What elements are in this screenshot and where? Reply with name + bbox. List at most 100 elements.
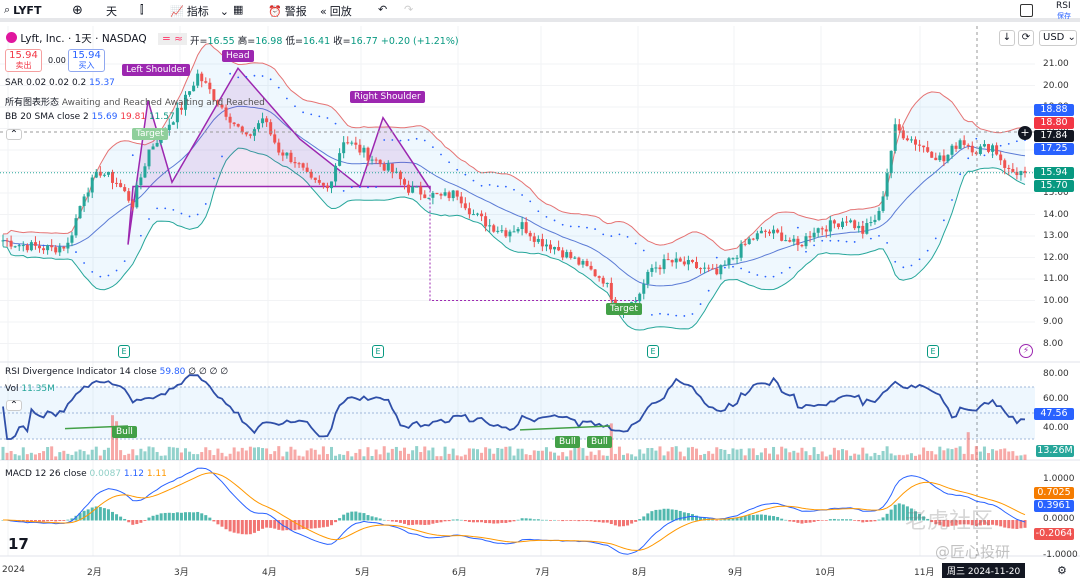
sar-dot — [796, 226, 799, 229]
candle — [484, 216, 488, 227]
fullscreen-button[interactable] — [1020, 4, 1033, 17]
volume-bar — [240, 447, 244, 460]
macd-histogram-bar — [520, 518, 524, 521]
layouts-icon[interactable]: ▦ — [233, 3, 244, 16]
sar-dot — [204, 203, 207, 205]
replay-button[interactable]: «回放 — [320, 4, 352, 19]
volume-bar — [362, 456, 366, 460]
sar-legend[interactable]: SAR 0.02 0.02 0.2 15.37 — [5, 78, 115, 88]
add-symbol-button[interactable]: ⊕ — [72, 3, 83, 18]
macd-histogram-bar — [581, 520, 585, 521]
sar-dot — [123, 260, 126, 263]
volume-bar — [188, 451, 192, 460]
candle — [828, 220, 832, 232]
macd-histogram-bar — [443, 520, 447, 522]
rsi-legend[interactable]: RSI Divergence Indicator 14 close 59.80 … — [5, 367, 229, 377]
macd-histogram-bar — [812, 520, 816, 522]
candle — [378, 159, 382, 165]
earnings-marker[interactable]: E — [118, 345, 130, 358]
candle — [1007, 167, 1011, 170]
candle — [763, 230, 767, 232]
alert-button[interactable]: ⏰ 警报 — [268, 4, 307, 19]
volume-bar — [715, 447, 719, 460]
macd-legend[interactable]: MACD 12 26 close 0.0087 1.12 1.11 — [5, 469, 167, 479]
candle-type-icon[interactable]: ⫿ — [140, 3, 144, 16]
save-button[interactable]: 保存 — [1057, 12, 1071, 20]
macd-histogram-bar — [780, 518, 784, 521]
macd-histogram-bar — [970, 520, 974, 526]
refresh-button[interactable]: ⟳ — [1018, 30, 1034, 46]
macd-histogram-bar — [991, 520, 995, 525]
bb-legend[interactable]: BB 20 SMA close 2 15.69 19.81 11.57 — [5, 112, 175, 122]
macd-histogram-bar — [768, 515, 771, 521]
candle — [634, 301, 638, 303]
sar-dot — [180, 212, 183, 215]
candle — [638, 293, 642, 302]
candle — [42, 248, 46, 251]
add-alert-icon[interactable]: + — [1018, 126, 1032, 140]
redo-button[interactable]: ↷ — [404, 3, 414, 16]
macd-histogram-bar — [58, 520, 62, 522]
volume-bar — [1023, 454, 1027, 460]
sar-dot — [902, 266, 905, 269]
scroll-down-button[interactable]: ↓ — [999, 30, 1015, 46]
candle — [739, 243, 743, 258]
collapse-legend-icon[interactable]: = ≈ — [158, 33, 187, 45]
macd-histogram-bar — [853, 520, 857, 521]
macd-histogram-bar — [849, 519, 853, 521]
volume-bar — [407, 453, 411, 460]
earnings-marker[interactable]: E — [372, 345, 384, 358]
volume-bar — [447, 453, 451, 460]
candle — [824, 229, 828, 232]
candle — [686, 260, 690, 265]
candle — [642, 283, 646, 294]
sar-dot — [788, 266, 791, 269]
sar-dot — [399, 139, 402, 142]
candle — [500, 230, 504, 232]
macd-histogram-bar — [257, 520, 260, 531]
sar-dot — [740, 267, 743, 270]
candle — [934, 157, 938, 161]
vol-legend[interactable]: Vol 11.35M — [5, 384, 55, 394]
macd-histogram-bar — [962, 520, 966, 525]
candle — [662, 259, 666, 270]
patterns-legend[interactable]: 所有图表形态 Awaiting and Reached Awaiting and… — [5, 98, 265, 108]
buy-button[interactable]: 15.94 买入 — [68, 49, 105, 72]
sell-button[interactable]: 15.94 卖出 — [5, 49, 42, 72]
macd-histogram-bar — [617, 520, 621, 527]
interval-button[interactable]: 天 — [106, 5, 117, 18]
candle — [889, 150, 893, 174]
volume-bar — [654, 450, 658, 460]
macd-histogram-bar — [650, 511, 654, 521]
undo-button[interactable]: ↶ — [378, 3, 388, 16]
sar-dot — [837, 239, 840, 242]
macd-histogram-bar — [893, 504, 897, 521]
volume-bar — [743, 455, 747, 460]
candle — [703, 267, 707, 269]
volume-bar — [877, 454, 881, 460]
earnings-marker[interactable]: E — [927, 345, 939, 358]
earnings-marker[interactable]: E — [647, 345, 659, 358]
volume-bar — [508, 446, 512, 460]
price-axis-tick: 11.00 — [1043, 274, 1069, 284]
settings-icon[interactable]: ⚙ — [1057, 564, 1067, 577]
chart-canvas[interactable] — [0, 26, 1080, 582]
currency-select[interactable]: USD ⌄ — [1039, 30, 1077, 46]
macd-histogram-bar — [200, 513, 204, 521]
collapse-legend-button[interactable]: ⌃ — [6, 129, 22, 140]
price-axis-tick: 14.00 — [1043, 209, 1069, 220]
macd-histogram-bar — [70, 518, 74, 521]
layout-name[interactable]: RSI — [1056, 1, 1071, 11]
volume-bar — [293, 449, 297, 460]
volume-bar — [849, 455, 853, 460]
lightning-icon[interactable]: ⚡ — [1019, 344, 1033, 358]
volume-bar — [768, 453, 771, 460]
volume-bar — [90, 449, 94, 460]
candle — [800, 245, 804, 247]
macd-histogram-bar — [873, 520, 877, 522]
collapse-legend-button[interactable]: ⌃ — [6, 400, 22, 411]
symbol-search[interactable]: ⌕ LYFT — [4, 3, 42, 17]
candle — [540, 238, 544, 247]
candle — [812, 232, 816, 238]
indicators-button[interactable]: 📈 指标 ⌄ — [170, 4, 229, 19]
